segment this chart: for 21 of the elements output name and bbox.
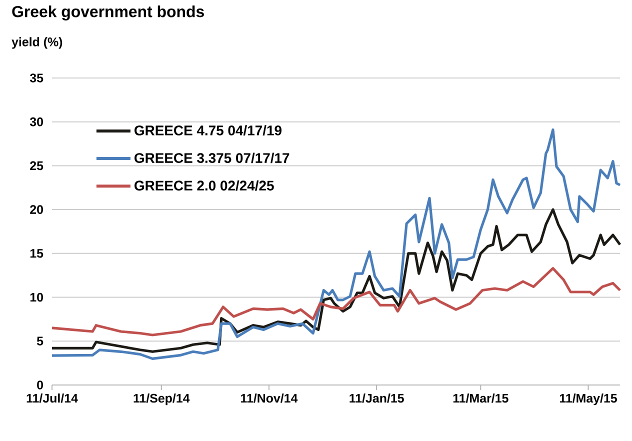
legend-label: GREECE 3.375 07/17/17 — [134, 152, 290, 164]
y-axis-title: yield (%) — [12, 37, 62, 49]
y-tick-label: 30 — [30, 117, 43, 126]
line-series — [50, 267, 622, 336]
line-series — [50, 208, 622, 353]
x-tick-label: 11/Jul/14 — [26, 394, 78, 403]
chart-title: Greek government bonds — [12, 6, 204, 20]
y-tick-label: 20 — [30, 205, 43, 214]
y-tick-label: 35 — [30, 74, 44, 82]
y-tick-label: 10 — [30, 292, 43, 302]
x-tick-label: 11/May/15 — [560, 394, 617, 406]
y-tick-label: 5 — [36, 336, 44, 346]
x-tick-label: 11/Jan/15 — [350, 394, 404, 403]
legend-label: GREECE 2.0 02/24/25 — [134, 180, 274, 191]
x-tick-label: 11/Sep/14 — [134, 394, 190, 406]
y-tick-label: 15 — [30, 249, 44, 258]
x-tick-label: 11/Nov/14 — [241, 394, 298, 403]
legend-label: GREECE 4.75 04/17/19 — [134, 125, 282, 136]
y-tick-label: 25 — [30, 161, 44, 170]
x-tick-label: 11/Mar/15 — [453, 394, 508, 403]
y-tick-label: 0 — [37, 380, 43, 390]
